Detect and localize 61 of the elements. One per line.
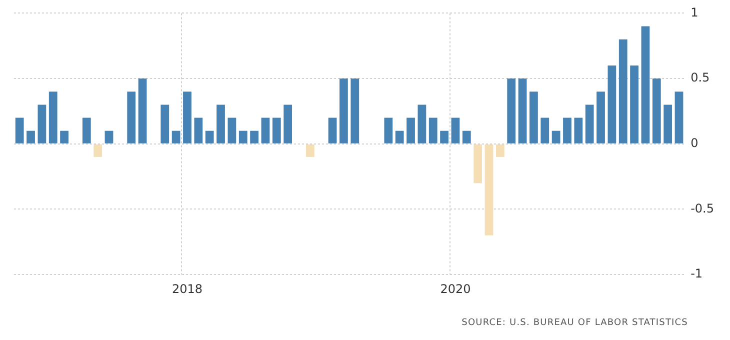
bar [340, 78, 348, 144]
bar [328, 118, 337, 144]
bar [216, 104, 225, 144]
bar [474, 144, 482, 184]
bar [608, 65, 616, 144]
y-tick-label: -1 [690, 266, 703, 281]
bar [496, 144, 504, 157]
bar [15, 118, 24, 144]
bar [127, 92, 136, 144]
bar [630, 65, 638, 144]
bar [406, 118, 415, 144]
bar [451, 118, 460, 144]
bar [60, 130, 68, 144]
bar [205, 130, 214, 144]
bar [160, 104, 170, 144]
bar [272, 118, 281, 144]
bar [428, 118, 438, 144]
bar [384, 118, 393, 144]
bar [138, 78, 147, 144]
bar [104, 130, 114, 144]
bar [674, 92, 684, 144]
bar [26, 130, 35, 144]
bar [306, 144, 314, 157]
y-tick-label: -0.5 [690, 201, 714, 216]
bar [530, 92, 538, 144]
bar [238, 130, 248, 144]
bar [350, 78, 360, 144]
bar [563, 118, 572, 144]
bar [618, 39, 628, 144]
source-note: SOURCE: U.S. BUREAU OF LABOR STATISTICS [462, 318, 688, 328]
bar [172, 130, 180, 144]
bar [228, 118, 236, 144]
bar [664, 104, 672, 144]
bar [38, 104, 46, 144]
bar [484, 144, 494, 236]
bar [641, 26, 650, 144]
bar [418, 104, 426, 144]
bar [518, 78, 527, 144]
bar [284, 104, 292, 144]
y-tick-label: 0.5 [690, 70, 710, 85]
bar [507, 78, 516, 144]
bar [652, 78, 661, 144]
bar [94, 144, 102, 157]
bar [462, 130, 471, 144]
bar [250, 130, 258, 144]
bar [440, 130, 448, 144]
bar [261, 118, 270, 144]
y-tick-label: 1 [690, 5, 698, 20]
bar [48, 92, 58, 144]
bar [585, 104, 594, 144]
bar [574, 118, 583, 144]
bar [596, 92, 605, 144]
bar [82, 118, 91, 144]
x-tick-label: 2020 [440, 282, 471, 296]
y-tick-label: 0 [690, 136, 698, 150]
bar [395, 130, 404, 144]
bar [194, 118, 203, 144]
bar [183, 92, 192, 144]
x-tick-label: 2018 [172, 282, 203, 296]
bar [540, 118, 550, 144]
bar [552, 130, 560, 144]
